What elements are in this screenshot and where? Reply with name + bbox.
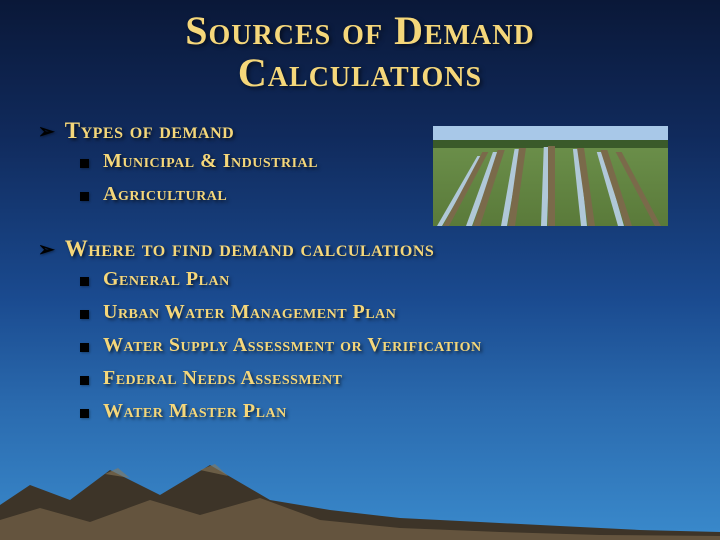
list-item: Water Supply Assessment or Verification [80,334,682,357]
list-item: General Plan [80,268,682,291]
square-bullet-icon [80,376,89,385]
slide-title: Sources of Demand Calculations [0,0,720,94]
list-item-label: Federal Needs Assessment [103,367,342,390]
section-2-title: Where to find demand calculations [65,236,435,262]
square-bullet-icon [80,343,89,352]
square-bullet-icon [80,310,89,319]
section-1-title: Types of demand [65,118,234,144]
mountain-decoration [0,450,720,540]
list-item-label: Urban Water Management Plan [103,301,396,324]
square-bullet-icon [80,192,89,201]
square-bullet-icon [80,409,89,418]
arrow-bullet-icon: ➢ [38,119,55,144]
list-item: Water Master Plan [80,400,682,423]
title-line-2: Calculations [238,50,482,95]
list-item-label: Municipal & Industrial [103,150,318,173]
square-bullet-icon [80,159,89,168]
section-2-header: ➢ Where to find demand calculations [38,236,682,262]
list-item: Federal Needs Assessment [80,367,682,390]
list-item: Urban Water Management Plan [80,301,682,324]
crop-field-image [433,126,668,226]
square-bullet-icon [80,277,89,286]
section-2-list: General Plan Urban Water Management Plan… [80,268,682,423]
list-item-label: General Plan [103,268,230,291]
arrow-bullet-icon: ➢ [38,237,55,262]
list-item-label: Water Supply Assessment or Verification [103,334,482,357]
title-line-1: Sources of Demand [185,8,534,53]
list-item-label: Agricultural [103,183,227,206]
list-item-label: Water Master Plan [103,400,287,423]
